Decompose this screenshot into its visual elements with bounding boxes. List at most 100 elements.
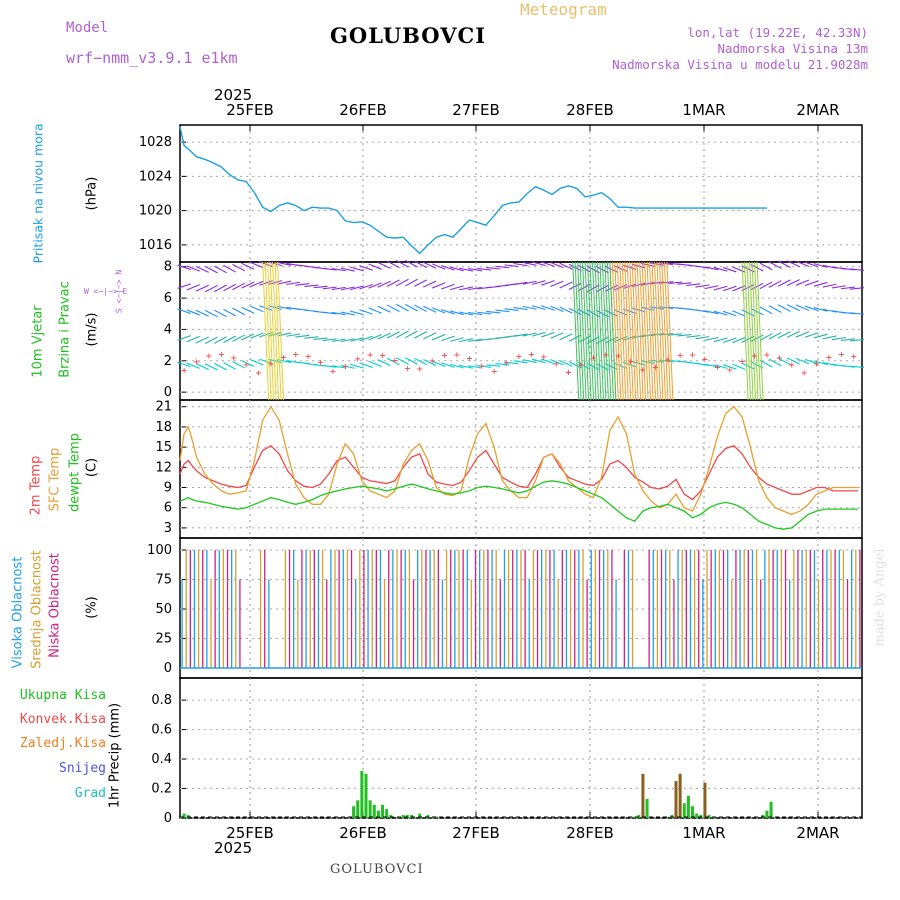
- wind-gust-marker: +: [541, 352, 547, 363]
- wind-arrow: [359, 309, 373, 315]
- wind-arrow: [777, 279, 791, 287]
- wind-arrow: [522, 280, 537, 285]
- precip-legend-grad: Grad: [74, 786, 106, 801]
- wind-arrow: [831, 285, 846, 289]
- wind-gust-marker: +: [280, 352, 286, 363]
- wind-arrow: [795, 260, 810, 267]
- wind-arrow: [531, 280, 546, 285]
- precip-bar: [695, 813, 699, 818]
- wind-arrow: [304, 336, 319, 339]
- day-label-bottom: 27FEB: [452, 824, 499, 842]
- wind-gust-marker: +: [578, 360, 584, 371]
- day-label-bottom: 28FEB: [566, 824, 613, 842]
- altitude-label: Nadmorska Visina 13m: [717, 41, 868, 56]
- wind-arrow: [259, 358, 273, 365]
- wind-arrow: [504, 264, 519, 268]
- wind-arrow: [405, 357, 418, 365]
- precip-bar: [703, 782, 707, 818]
- wind-arrow: [277, 280, 292, 285]
- precip-bar: [691, 806, 695, 818]
- wind-arrow: [195, 265, 209, 273]
- precip-bar: [360, 770, 364, 818]
- wind-arrow: [395, 330, 409, 339]
- wind-arrow: [423, 261, 437, 269]
- cloud-ytick-label: 0: [164, 661, 172, 676]
- temp-line-dew: [179, 480, 858, 530]
- temp-ytick-label: 6: [164, 501, 172, 516]
- wind-gust-marker: +: [330, 366, 336, 377]
- wind-arrow: [795, 357, 810, 365]
- wind-arrow: [468, 286, 483, 291]
- wind-streak: [639, 261, 647, 401]
- wind-arrow: [541, 331, 555, 338]
- wind-streak: [274, 261, 282, 401]
- wind-arrow: [831, 336, 846, 341]
- wind-streak: [744, 261, 752, 401]
- wind-arrow: [768, 261, 782, 270]
- wind-arrow: [604, 265, 619, 273]
- wind-streak: [649, 261, 657, 401]
- wind-arrow: [813, 333, 828, 339]
- wind-arrow: [322, 338, 337, 342]
- wind-arrow: [541, 261, 555, 267]
- wind-arrow: [759, 359, 773, 368]
- wind-arrow: [368, 307, 382, 314]
- wind-arrow: [386, 304, 400, 312]
- cloud-ytick-label: 50: [155, 602, 172, 617]
- wind-streak: [606, 261, 614, 401]
- wind-arrow: [704, 363, 719, 368]
- wind-arrow: [250, 280, 264, 288]
- pressure-ytick-label: 1028: [139, 135, 172, 150]
- wind-arrow: [223, 283, 237, 292]
- wind-arrow: [777, 260, 791, 268]
- wind-arrow: [250, 305, 264, 313]
- meteogram-title: Meteogram: [520, 0, 607, 19]
- wind-arrow: [732, 363, 746, 370]
- wind-arrow: [177, 308, 191, 314]
- wind-arrow: [359, 362, 373, 368]
- wind-arrow: [759, 262, 773, 271]
- wind-gust-marker: +: [826, 352, 832, 363]
- wind-arrow: [423, 305, 437, 313]
- wind-gust-marker: +: [479, 361, 485, 372]
- wind-arrow: [613, 362, 628, 369]
- wind-gust-marker: +: [218, 350, 224, 361]
- wind-arrow: [786, 357, 800, 365]
- wind-arrow: [340, 364, 355, 369]
- wind-arrow: [541, 280, 555, 286]
- wind-gust-marker: +: [429, 356, 435, 367]
- wind-arrow: [459, 267, 473, 272]
- wind-streak: [611, 261, 619, 401]
- wind-arrow: [813, 307, 828, 312]
- wind-arrow: [840, 338, 855, 342]
- footer-station: GOLUBOVCI: [330, 862, 424, 877]
- wind-streak: [651, 261, 659, 401]
- pressure-ytick-label: 1024: [139, 169, 172, 184]
- wind-arrow: [468, 268, 483, 272]
- wind-streak: [574, 261, 582, 401]
- temp-ytick-label: 3: [164, 521, 172, 536]
- wind-streak: [587, 261, 595, 401]
- wind-ytick-label: 6: [164, 291, 172, 306]
- wind-arrow: [331, 365, 346, 369]
- wind-gust-marker: +: [466, 354, 472, 365]
- wind-arrow: [195, 309, 209, 317]
- wind-streak: [614, 261, 622, 401]
- precip-ytick-label: 0.8: [151, 693, 172, 708]
- wind-gust-marker: +: [392, 356, 398, 367]
- wind-arrow: [186, 265, 200, 272]
- wind-arrow: [513, 333, 528, 337]
- wind-arrow: [223, 335, 237, 344]
- wind-arrow: [368, 360, 382, 368]
- precip-bar: [385, 809, 389, 818]
- year-top: 2025: [214, 86, 253, 104]
- wind-arrow: [295, 334, 310, 338]
- wind-arrow: [405, 278, 418, 287]
- wind-arrow: [840, 286, 855, 290]
- wind-arrow: [850, 268, 865, 271]
- wind-arrow: [450, 363, 464, 369]
- wind-arrow: [386, 279, 400, 287]
- wind-arrow: [241, 333, 255, 341]
- wind-streak: [641, 261, 649, 401]
- wind-arrow: [759, 281, 773, 290]
